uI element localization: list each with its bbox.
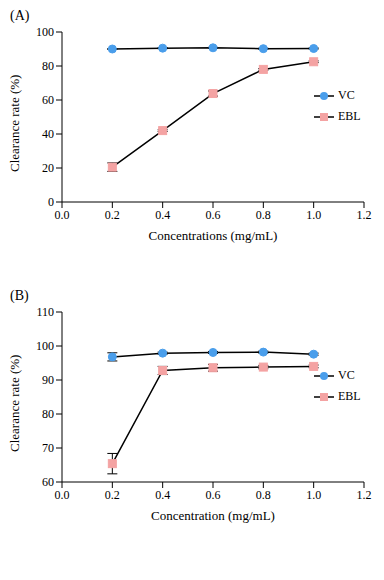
svg-text:0.4: 0.4 bbox=[155, 488, 170, 502]
html-text:VC: VC bbox=[338, 368, 355, 382]
svg-text:Concentrations (mg/mL): Concentrations (mg/mL) bbox=[149, 228, 278, 243]
html-text:VC: VC bbox=[338, 88, 355, 102]
svg-text:1.2: 1.2 bbox=[357, 208, 372, 222]
svg-text:0.0: 0.0 bbox=[55, 488, 70, 502]
svg-text:60: 60 bbox=[42, 93, 54, 107]
svg-text:100: 100 bbox=[36, 25, 54, 39]
svg-text:80: 80 bbox=[42, 59, 54, 73]
svg-text:0.4: 0.4 bbox=[155, 208, 170, 222]
svg-text:0.6: 0.6 bbox=[206, 208, 221, 222]
html-text:(B): (B) bbox=[10, 288, 29, 303]
svg-text:0.8: 0.8 bbox=[256, 208, 271, 222]
svg-text:100: 100 bbox=[36, 339, 54, 353]
svg-text:0.2: 0.2 bbox=[105, 488, 120, 502]
html-text:EBL: EBL bbox=[338, 109, 361, 123]
svg-text:1.0: 1.0 bbox=[306, 488, 321, 502]
svg-text:Clearance rate (%): Clearance rate (%) bbox=[8, 75, 22, 172]
svg-text:1.0: 1.0 bbox=[306, 208, 321, 222]
svg-text:60: 60 bbox=[42, 475, 54, 489]
svg-text:70: 70 bbox=[42, 441, 54, 455]
svg-text:0: 0 bbox=[48, 195, 54, 209]
svg-text:0.2: 0.2 bbox=[105, 208, 120, 222]
svg-text:1.2: 1.2 bbox=[357, 488, 372, 502]
svg-text:40: 40 bbox=[42, 127, 54, 141]
svg-text:90: 90 bbox=[42, 373, 54, 387]
html-text:EBL: EBL bbox=[338, 389, 361, 403]
svg-text:0.6: 0.6 bbox=[206, 488, 221, 502]
svg-text:0.0: 0.0 bbox=[55, 208, 70, 222]
svg-text:80: 80 bbox=[42, 407, 54, 421]
svg-text:110: 110 bbox=[36, 305, 54, 319]
html-text:(A): (A) bbox=[10, 8, 30, 23]
svg-text:0.8: 0.8 bbox=[256, 488, 271, 502]
svg-text:20: 20 bbox=[42, 161, 54, 175]
svg-text:Clearance rate (%): Clearance rate (%) bbox=[8, 355, 22, 452]
svg-text:Concentration (mg/mL): Concentration (mg/mL) bbox=[151, 508, 275, 523]
